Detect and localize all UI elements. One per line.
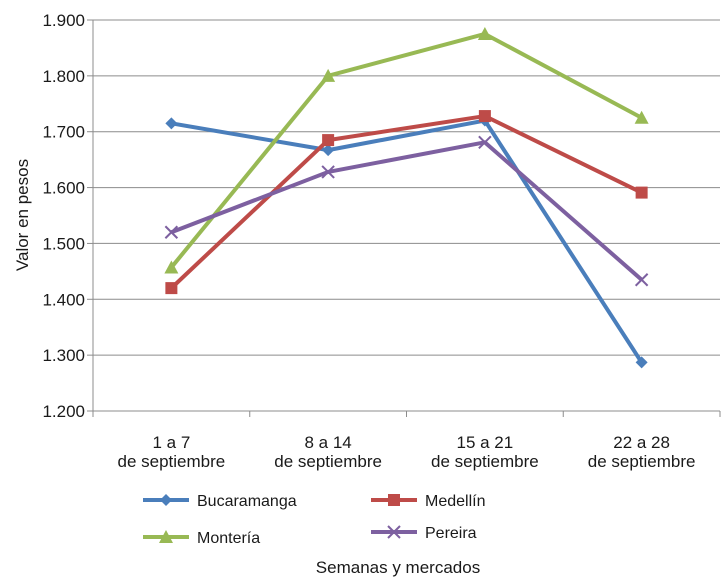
legend-item-bucaramanga: Bucaramanga xyxy=(143,493,297,510)
data-point-pereira xyxy=(321,165,335,179)
data-point-monteria xyxy=(321,68,336,82)
data-point-monteria xyxy=(164,260,179,274)
y-tick-label: 1.700 xyxy=(42,123,85,142)
y-tick-label: 1.500 xyxy=(42,234,85,253)
legend-marker xyxy=(388,494,400,506)
legend-label: Montería xyxy=(197,530,260,547)
data-point-medellin xyxy=(478,110,491,123)
data-point-monteria xyxy=(477,26,492,40)
legend: Bucaramanga Medellín Montería Pereira xyxy=(143,493,485,547)
x-tick-label: 1 a 7 de septiembre xyxy=(118,433,226,471)
data-point-medellin xyxy=(322,134,335,147)
series-line-bucaramanga xyxy=(171,118,644,364)
data-point-monteria xyxy=(634,110,649,124)
legend-label: Medellín xyxy=(425,493,485,510)
data-point-bucaramanga xyxy=(635,356,648,369)
gridlines xyxy=(93,19,720,412)
y-tick-label: 1.800 xyxy=(42,67,85,86)
legend-label: Pereira xyxy=(425,525,477,542)
legend-marker xyxy=(159,530,173,543)
x-tick-labels: 1 a 7 de septiembre 8 a 14 de septiembre 15 … xyxy=(118,433,696,471)
series-line-medellin xyxy=(170,114,643,290)
data-point-pereira xyxy=(164,225,179,239)
x-tick-label: 22 a 28 de septiembre xyxy=(588,433,696,471)
axes xyxy=(87,19,721,417)
y-tick-label: 1.600 xyxy=(42,179,85,198)
y-tick-label: 1.200 xyxy=(42,402,85,421)
legend-marker xyxy=(160,494,172,506)
legend-item-pereira: Pereira xyxy=(371,525,477,542)
x-axis-title: Semanas y mercados xyxy=(316,558,480,577)
data-point-pereira xyxy=(634,273,649,287)
data-point-pereira xyxy=(478,135,492,150)
series-line-monteria xyxy=(169,31,643,269)
y-tick-label: 1.400 xyxy=(42,290,85,309)
y-tick-label: 1.300 xyxy=(42,346,85,365)
x-tick-label: 15 a 21 de septiembre xyxy=(431,433,539,471)
y-tick-label: 1.900 xyxy=(42,11,85,30)
data-point-bucaramanga xyxy=(322,144,335,157)
series-lines xyxy=(164,26,649,369)
data-point-bucaramanga xyxy=(165,117,178,130)
legend-item-medellin: Medellín xyxy=(371,493,485,510)
series-line-pereira xyxy=(170,140,643,282)
y-tick-labels: 1.200 1.300 1.400 1.500 1.600 1.700 1.800 1.900 xyxy=(42,11,85,421)
legend-label: Bucaramanga xyxy=(197,493,297,510)
legend-marker xyxy=(387,525,401,539)
x-tick-label: 8 a 14 de septiembre xyxy=(274,433,382,471)
legend-item-monteria: Montería xyxy=(143,530,260,547)
data-point-medellin xyxy=(635,186,648,199)
y-axis-title: Valor en pesos xyxy=(13,159,32,271)
data-point-medellin xyxy=(165,282,178,295)
